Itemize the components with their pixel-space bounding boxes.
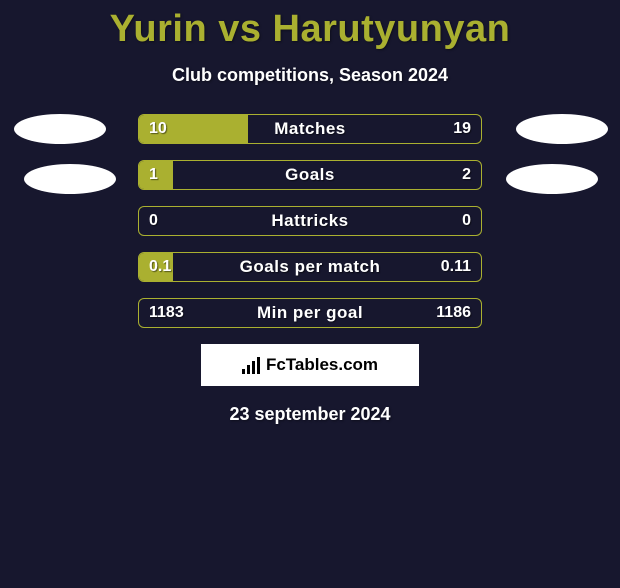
player-left-avatar xyxy=(14,114,106,144)
stat-label: Matches xyxy=(139,115,481,143)
stat-label: Min per goal xyxy=(139,299,481,327)
stat-row: 0.10.11Goals per match xyxy=(138,252,482,282)
date-label: 23 september 2024 xyxy=(0,404,620,425)
bars-icon xyxy=(242,356,260,374)
team-right-avatar xyxy=(506,164,598,194)
comparison-section: 1019Matches 12Goals 00Hattricks 0.10.11Goal… xyxy=(0,114,620,425)
stat-row: 12Goals xyxy=(138,160,482,190)
stat-label: Goals per match xyxy=(139,253,481,281)
stat-row: 00Hattricks xyxy=(138,206,482,236)
page-title: Yurin vs Harutyunyan xyxy=(0,8,620,51)
stat-row: 1019Matches xyxy=(138,114,482,144)
team-left-avatar xyxy=(24,164,116,194)
brand-logo-text: FcTables.com xyxy=(266,355,378,375)
stat-row: 11831186Min per goal xyxy=(138,298,482,328)
subtitle: Club competitions, Season 2024 xyxy=(0,65,620,86)
player-right-avatar xyxy=(516,114,608,144)
brand-logo: FcTables.com xyxy=(201,344,419,386)
comparison-bars: 1019Matches 12Goals 00Hattricks 0.10.11Goal… xyxy=(138,114,482,328)
stat-label: Hattricks xyxy=(139,207,481,235)
stat-label: Goals xyxy=(139,161,481,189)
